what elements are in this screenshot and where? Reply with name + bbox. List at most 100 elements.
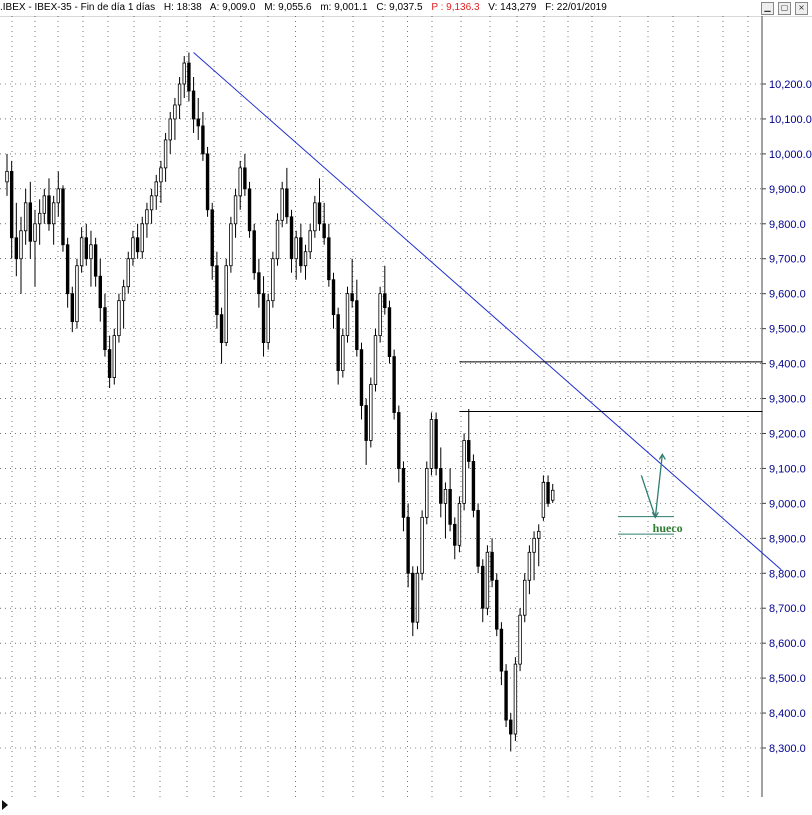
candle-body <box>202 126 205 154</box>
candle-body <box>374 336 377 385</box>
candle-body <box>509 720 512 734</box>
restore-icon[interactable]: ▢ <box>778 2 791 15</box>
candle-body <box>547 482 550 503</box>
candle-body <box>267 301 270 343</box>
y-tick-label: 8,700.0 <box>769 603 806 615</box>
candle-body <box>104 308 107 350</box>
close-readout: C: 9,037.5 <box>376 2 422 13</box>
candle-body <box>481 566 484 608</box>
symbol-label: .IBEX - IBEX-35 - Fin de día 1 días <box>0 2 155 13</box>
candle-body <box>477 510 480 566</box>
candle-body <box>155 182 158 196</box>
candle-body <box>29 203 32 241</box>
candle-body <box>178 84 181 105</box>
candle-body <box>258 273 261 294</box>
candle-body <box>57 189 60 203</box>
candle-body <box>183 63 186 84</box>
open-readout: A: 9,009.0 <box>210 2 256 13</box>
x-axis-bar <box>0 797 812 815</box>
chart-header: .IBEX - IBEX-35 - Fin de día 1 días H: 1… <box>0 0 812 17</box>
candle-body <box>286 189 289 217</box>
candle-body <box>230 224 233 266</box>
candle-body <box>146 210 149 224</box>
candle-body <box>519 615 522 664</box>
candle-body <box>80 238 83 266</box>
candle-body <box>342 336 345 371</box>
candle-body <box>244 168 247 189</box>
candle-body <box>253 231 256 273</box>
candle-body <box>76 266 79 322</box>
scroll-left-icon[interactable] <box>2 800 8 810</box>
y-tick-label: 9,800.0 <box>769 219 806 231</box>
y-tick-label: 9,400.0 <box>769 359 806 371</box>
candle-body <box>118 301 121 336</box>
candle-body <box>262 294 265 343</box>
candle-body <box>206 154 209 210</box>
date-readout: F: 22/01/2019 <box>545 2 607 13</box>
candle-body <box>411 573 414 622</box>
y-tick-label: 9,700.0 <box>769 254 806 266</box>
candle-body <box>85 238 88 259</box>
candle-body <box>122 287 125 301</box>
candle-body <box>533 538 536 552</box>
candle-body <box>52 203 55 224</box>
candle-body <box>169 119 172 140</box>
candle-body <box>458 503 461 545</box>
candle-body <box>384 294 387 308</box>
y-tick-label: 10,200.0 <box>769 79 812 91</box>
candle-body <box>542 482 545 517</box>
close-icon[interactable]: × <box>795 2 808 15</box>
candle-body <box>272 259 275 301</box>
candle-body <box>304 252 307 266</box>
candle-body <box>174 105 177 119</box>
candle-body <box>486 552 489 608</box>
y-tick-label: 9,000.0 <box>769 498 806 510</box>
candle-body <box>66 245 69 294</box>
candle-body <box>439 468 442 503</box>
candle-body <box>356 301 359 350</box>
high-readout: M: 9,055.6 <box>264 2 311 13</box>
candle-body <box>164 140 167 168</box>
p-readout: P : 9,136.3 <box>431 2 479 13</box>
candle-body <box>34 224 37 241</box>
candle-body <box>537 531 540 538</box>
candle-body <box>150 196 153 210</box>
candle-body <box>10 171 13 237</box>
candle-body <box>323 224 326 238</box>
candle-body <box>365 406 368 441</box>
candle-body <box>528 552 531 580</box>
candle-body <box>337 315 340 371</box>
candle-body <box>398 413 401 469</box>
candle-body <box>188 63 191 91</box>
candle-body <box>472 461 475 510</box>
gap-annotation-label: hueco <box>653 521 683 535</box>
candle-body <box>99 276 102 307</box>
candle-body <box>402 468 405 517</box>
candle-body <box>94 245 97 276</box>
y-tick-label: 8,300.0 <box>769 743 806 755</box>
price-chart: 8,300.0 8,400.0 8,500.0 8,600.0 8,700.0 8,800… <box>0 16 812 815</box>
minimize-icon[interactable]: ▁ <box>761 2 774 15</box>
candle-body <box>239 168 242 196</box>
candle-body <box>435 419 438 468</box>
candle-body <box>318 203 321 224</box>
candle-body <box>127 259 130 287</box>
candle-body <box>314 203 317 231</box>
y-tick-label: 10,000.0 <box>769 149 812 161</box>
candle-body <box>467 440 470 461</box>
y-tick-label: 9,900.0 <box>769 184 806 196</box>
low-readout: m: 9,001.1 <box>320 2 367 13</box>
candle-body <box>393 357 396 413</box>
candle-body <box>500 629 503 671</box>
candle-body <box>300 238 303 266</box>
candle-body <box>38 213 41 223</box>
candle-body <box>192 91 195 119</box>
candle-body <box>197 119 200 126</box>
candle-body <box>160 168 163 182</box>
candle-body <box>225 266 228 343</box>
candle-body <box>491 552 494 580</box>
candle-body <box>108 350 111 378</box>
candle-body <box>370 385 373 441</box>
candle-body <box>234 196 237 224</box>
candle-body <box>388 308 391 357</box>
